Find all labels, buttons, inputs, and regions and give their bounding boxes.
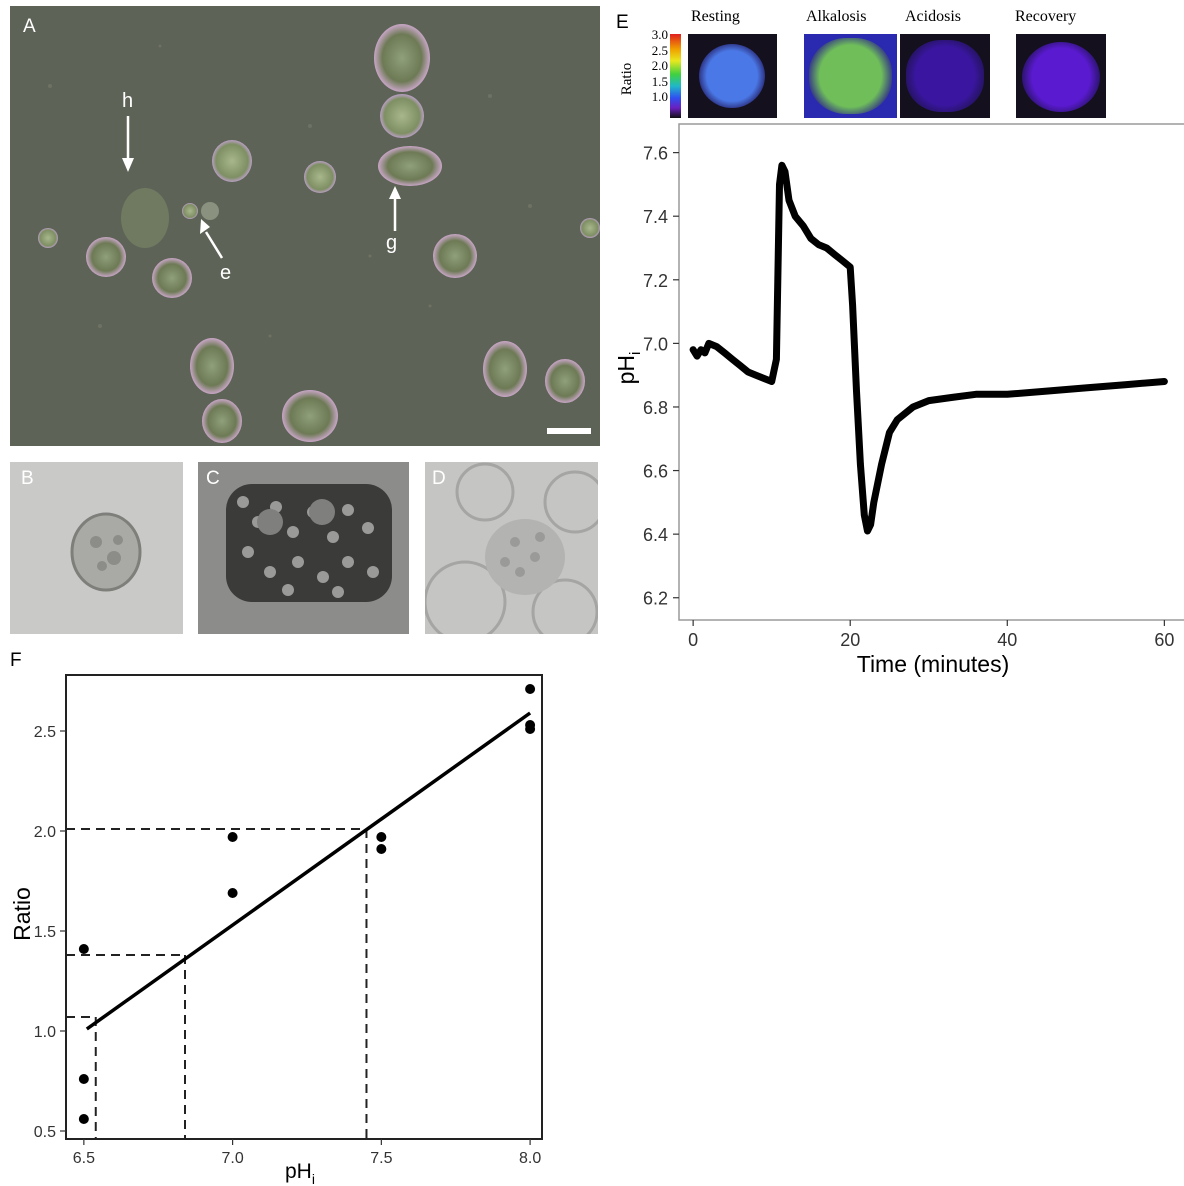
- y-axis-label: Ratio: [9, 887, 35, 941]
- thumbnail-acidosis-label: Acidosis: [905, 8, 961, 25]
- data-point: [78, 1074, 89, 1084]
- panel-b-micrograph: B: [10, 462, 183, 634]
- thumbnail-recovery-label: Recovery: [1015, 8, 1077, 25]
- x-tick-label: 0: [688, 630, 698, 650]
- y-tick-label: 7.2: [643, 271, 668, 291]
- data-point: [227, 832, 238, 842]
- y-tick-label: 6.6: [643, 462, 668, 482]
- thumbnail-resting-label: Resting: [691, 8, 740, 25]
- granular-cell-illustration: [198, 462, 409, 634]
- single-cell-illustration: [10, 462, 183, 634]
- thumbnail-alkalosis-cell: [809, 38, 892, 114]
- data-point: [78, 944, 89, 954]
- data-point: [78, 1114, 89, 1124]
- colorbar-tick-label: 3.0: [651, 27, 668, 42]
- colorbar-tick-label: 2.0: [651, 58, 668, 73]
- cell-field-illustration: [10, 6, 600, 446]
- x-axis-label: pHi: [285, 1160, 315, 1186]
- colorbar-ticks: 3.0 2.5 2.0 1.5 1.0: [642, 27, 668, 105]
- x-tick-label: 60: [1154, 630, 1174, 650]
- panel-c-micrograph: C: [198, 462, 409, 634]
- y-tick-label: 6.4: [643, 525, 668, 545]
- plot-frame: [65, 674, 543, 1140]
- thumbnail-acidosis: [900, 34, 990, 118]
- thumbnail-recovery-cell: [1022, 42, 1100, 112]
- x-tick-label: 7.0: [221, 1150, 243, 1167]
- panel-d-label: D: [432, 468, 446, 489]
- y-tick-label: 7.6: [643, 144, 668, 164]
- y-tick-label: 6.8: [643, 398, 668, 418]
- data-point: [525, 724, 536, 734]
- colorbar-title: Ratio: [619, 62, 635, 96]
- y-tick-label: 6.2: [643, 589, 668, 609]
- thumbnail-alkalosis: [804, 34, 897, 118]
- x-tick-label: 6.5: [73, 1150, 95, 1167]
- annotation-g: g: [386, 232, 398, 254]
- panel-b-label: B: [21, 468, 34, 489]
- y-axis-label-subscript: i: [627, 352, 644, 355]
- annotation-h: h: [122, 90, 134, 112]
- y-axis-label-base: pH: [613, 355, 639, 384]
- x-tick-label: 7.5: [370, 1150, 392, 1167]
- data-point: [227, 888, 238, 898]
- x-axis-label-subscript: i: [312, 1171, 315, 1186]
- y-tick-label: 2.5: [34, 724, 56, 741]
- panel-d-micrograph: D: [425, 462, 598, 634]
- fit-line: [85, 711, 532, 1031]
- y-axis-label: pHi: [613, 352, 644, 385]
- spread-cell-illustration: [425, 462, 598, 634]
- ph-time-chart: 7.6 7.4 7.2 7.0 6.8 6.6 6.4 6.2 0 20 40 60 Time (m…: [613, 123, 1184, 677]
- thumbnail-alkalosis-label: Alkalosis: [806, 8, 867, 25]
- thumbnail-resting: [688, 34, 777, 118]
- panel-e-label: E: [616, 12, 629, 33]
- panel-c-label: C: [206, 468, 220, 489]
- thumbnail-acidosis-cell: [906, 40, 984, 112]
- x-tick-label: 40: [997, 630, 1017, 650]
- data-point: [525, 684, 536, 694]
- y-tick-label: 2.0: [34, 824, 56, 841]
- y-tick-label: 7.0: [643, 334, 668, 354]
- data-point: [376, 844, 387, 854]
- x-axis-label-base: pH: [285, 1160, 312, 1183]
- x-tick-label: 8.0: [519, 1150, 541, 1167]
- data-point: [376, 832, 387, 842]
- colorbar-tick-label: 2.5: [651, 42, 668, 58]
- y-tick-label: 0.5: [34, 1124, 56, 1141]
- y-tick-label: 7.4: [643, 207, 668, 227]
- plot-frame: [678, 123, 1184, 621]
- x-tick-label: 20: [840, 630, 860, 650]
- ratio-ph-calibration-chart: 0.5 1.0 1.5 2.0 2.5 6.5 7.0 7.5 8.0 Ratio pHi: [9, 674, 543, 1186]
- panel-a-micrograph: A h e g: [10, 6, 600, 446]
- annotation-e: e: [220, 262, 232, 284]
- panel-a-label: A: [23, 16, 36, 37]
- thumbnail-recovery: [1016, 34, 1106, 118]
- colorbar-tick-label: 1.5: [651, 73, 668, 89]
- thumbnail-resting-cell: [699, 44, 765, 108]
- x-axis-label: Time (minutes): [857, 651, 1010, 677]
- ph-trace-line: [689, 161, 1168, 535]
- colorbar-tick-label: 1.0: [651, 89, 668, 104]
- y-tick-label: 1.5: [34, 924, 56, 941]
- panel-f-label: F: [10, 650, 22, 671]
- colorbar-gradient: [670, 34, 681, 118]
- y-tick-label: 1.0: [34, 1024, 56, 1041]
